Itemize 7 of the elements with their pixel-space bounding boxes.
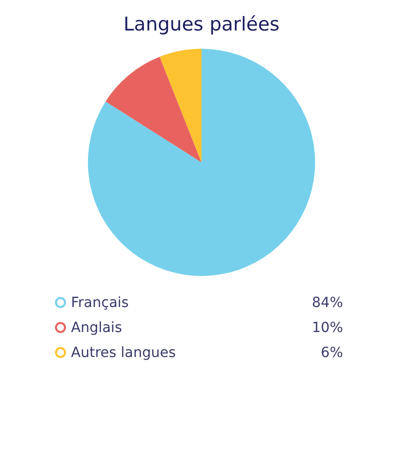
chart-title: Langues parlées (123, 13, 280, 36)
legend-label: Français (70, 294, 129, 310)
data-label: 10% (312, 320, 343, 336)
data-label: 84% (312, 294, 343, 310)
legend-label: Anglais (70, 320, 122, 336)
data-label: 6% (320, 344, 343, 360)
legend-label: Autres langues (70, 344, 176, 360)
